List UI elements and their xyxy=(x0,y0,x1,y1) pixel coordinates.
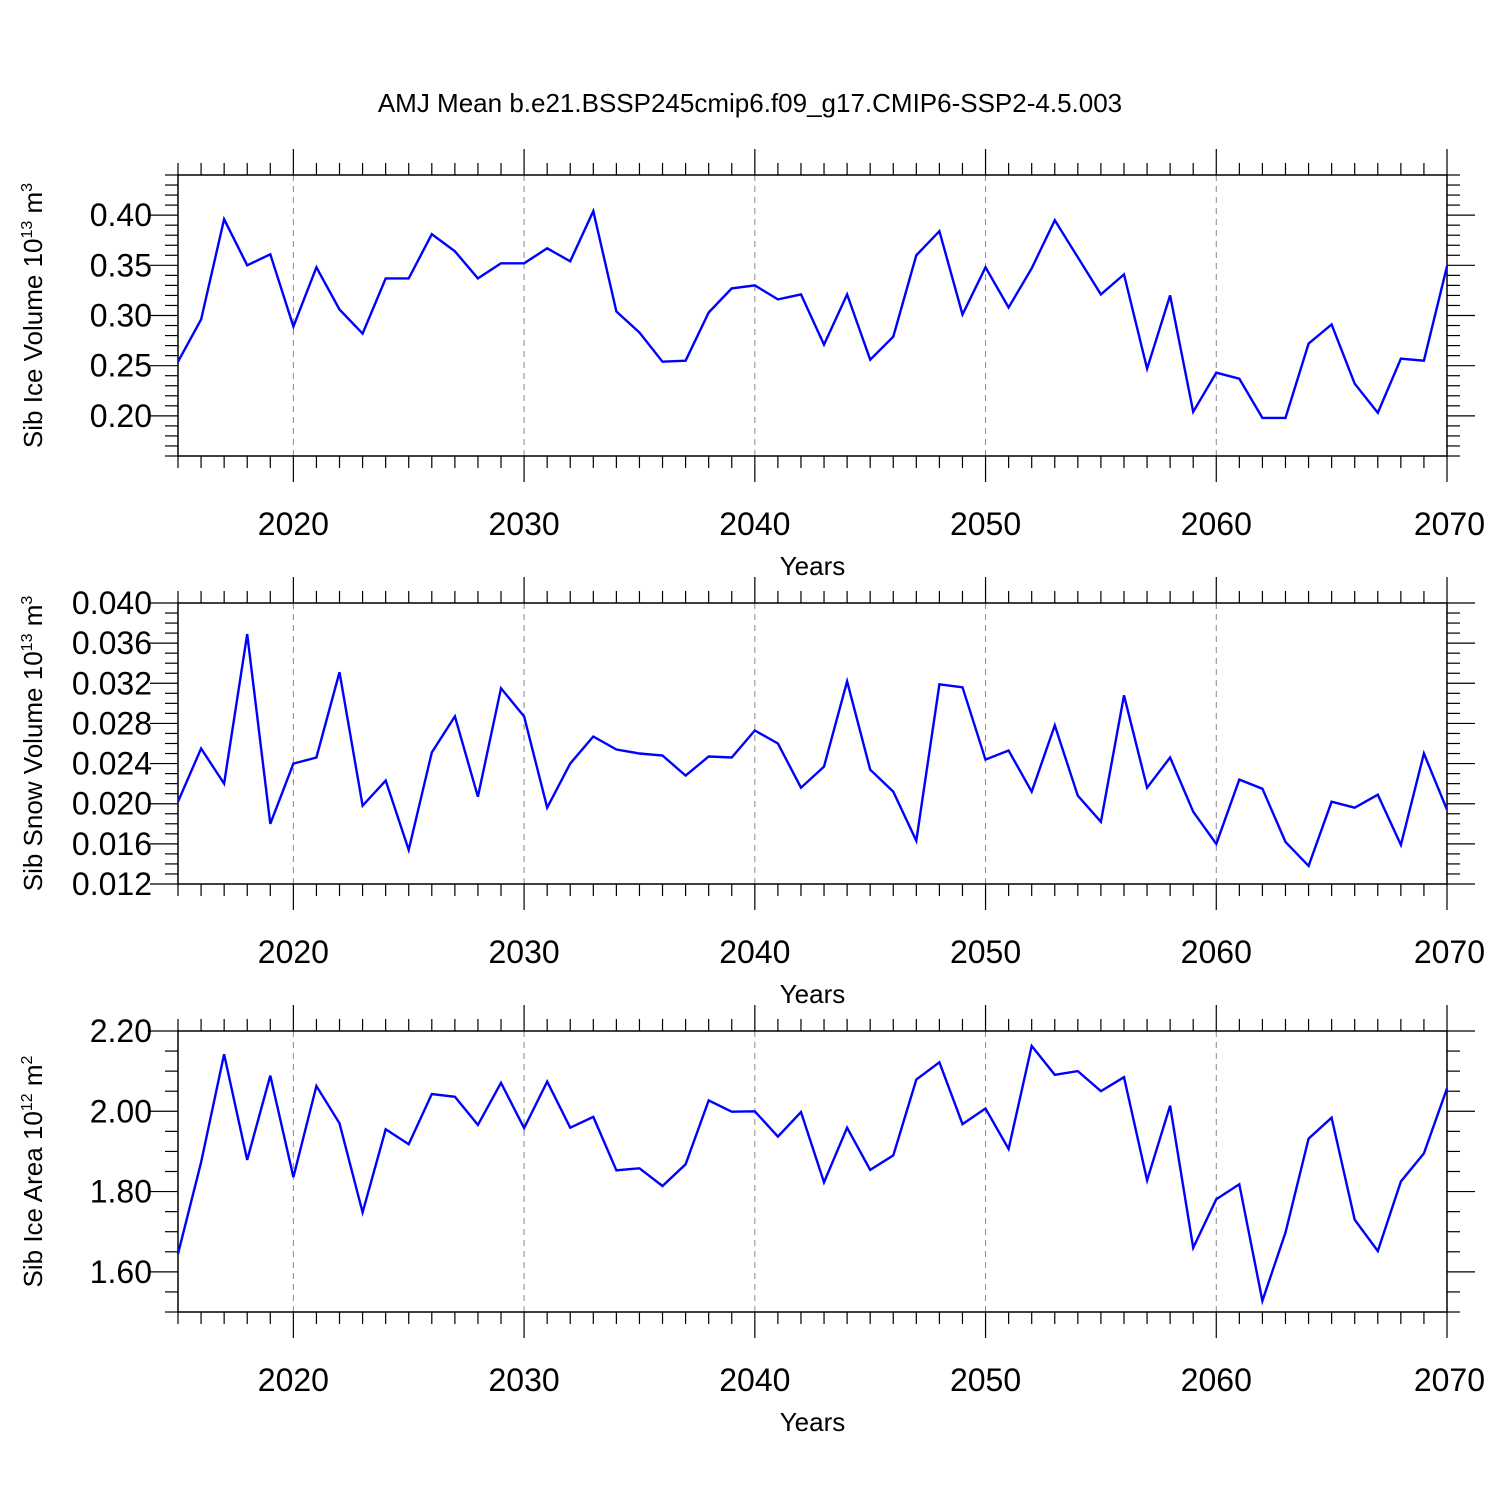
panel-2-y-tick-label: 0.032 xyxy=(72,665,152,701)
panel-2-y-tick-label: 0.028 xyxy=(72,705,152,741)
panel-1-y-tick-label: 0.35 xyxy=(90,247,152,283)
panel-2-y-axis-label: Sib Snow Volume 1013 m3 xyxy=(18,596,48,892)
panel-3-x-tick-label: 2020 xyxy=(258,1362,329,1398)
panel-3-x-axis-label: Years xyxy=(780,1407,846,1437)
panel-2-x-axis-label: Years xyxy=(780,979,846,1009)
panel-3-y-tick-label: 1.80 xyxy=(90,1174,152,1210)
panel-3-y-tick-label: 2.00 xyxy=(90,1093,152,1129)
panel-2-y-tick-label: 0.036 xyxy=(72,625,152,661)
panel-1: 0.20 0.25 0.30 0.35 0.40 2020 2030 2040 2050 2060… xyxy=(18,149,1485,581)
panel-2-y-tick-label: 0.020 xyxy=(72,786,152,822)
panel-1-x-tick-label: 2040 xyxy=(719,506,790,542)
panel-1-plot-frame xyxy=(177,174,1448,457)
panel-2-x-tick-label: 2040 xyxy=(719,934,790,970)
panel-2-x-tick-label: 2050 xyxy=(950,934,1021,970)
panel-2-series-line xyxy=(176,633,1449,869)
panel-3-y-tick-label: 2.20 xyxy=(90,1013,152,1049)
panel-3-x-tick-label: 2040 xyxy=(719,1362,790,1398)
panel-2-y-tick-label: 0.024 xyxy=(72,746,152,782)
panel-2-x-tick-label: 2060 xyxy=(1181,934,1252,970)
panel-3-plot-frame xyxy=(177,1030,1448,1313)
panel-2-x-tick-label: 2070 xyxy=(1414,934,1485,970)
panel-3: 1.60 1.80 2.00 2.20 2020 2030 2040 2050 2060 2070… xyxy=(18,1005,1485,1437)
panel-3-y-axis-label: Sib Ice Area 1012 m2 xyxy=(18,1055,48,1287)
panel-1-x-tick-label: 2030 xyxy=(488,506,559,542)
panel-2-x-tick-label: 2030 xyxy=(488,934,559,970)
panel-1-y-tick-label: 0.30 xyxy=(90,298,152,334)
panel-3-series-line xyxy=(176,1043,1449,1306)
panel-1-x-axis-label: Years xyxy=(780,551,846,581)
panel-1-x-tick-label: 2070 xyxy=(1414,506,1485,542)
panel-2-y-tick-label: 0.016 xyxy=(72,826,152,862)
panel-2-x-tick-label: 2020 xyxy=(258,934,329,970)
panel-2: 0.012 0.016 0.020 0.024 0.028 0.032 0.036 0.040… xyxy=(18,577,1485,1009)
panel-1-y-tick-label: 0.25 xyxy=(90,348,152,384)
panel-2-y-tick-label: 0.040 xyxy=(72,585,152,621)
panel-2-y-tick-label: 0.012 xyxy=(72,866,152,902)
panel-1-x-tick-label: 2050 xyxy=(950,506,1021,542)
panel-1-y-axis-label: Sib Ice Volume 1013 m3 xyxy=(18,183,48,448)
panel-1-y-tick-label: 0.40 xyxy=(90,197,152,233)
panel-3-x-tick-label: 2030 xyxy=(488,1362,559,1398)
figure-title: AMJ Mean b.e21.BSSP245cmip6.f09_g17.CMIP… xyxy=(378,88,1122,118)
panel-1-x-tick-label: 2060 xyxy=(1181,506,1252,542)
panel-1-x-tick-label: 2020 xyxy=(258,506,329,542)
panel-3-y-tick-label: 1.60 xyxy=(90,1254,152,1290)
panel-1-y-tick-label: 0.20 xyxy=(90,398,152,434)
panel-3-x-tick-label: 2070 xyxy=(1414,1362,1485,1398)
panel-3-x-tick-label: 2060 xyxy=(1181,1362,1252,1398)
panel-1-series-line xyxy=(176,207,1449,420)
panel-2-plot-frame xyxy=(177,602,1448,885)
panel-3-x-tick-label: 2050 xyxy=(950,1362,1021,1398)
